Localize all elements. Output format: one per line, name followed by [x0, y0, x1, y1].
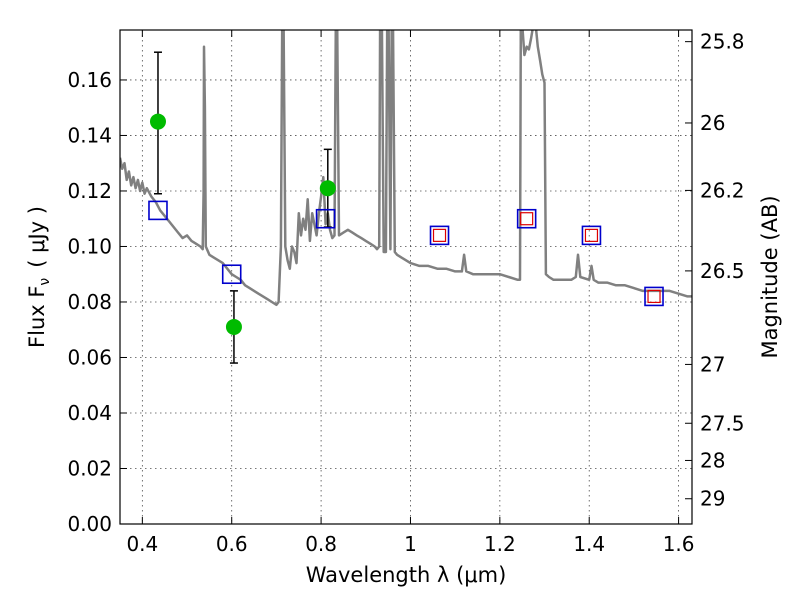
y-tick-label: 0.14 — [67, 123, 112, 147]
y-tick-label: 0.04 — [67, 401, 112, 425]
y-axis-label-sub: ν — [37, 278, 53, 286]
y-tick-label: 0.12 — [67, 179, 112, 203]
right-tick-label: 26.2 — [700, 178, 745, 202]
x-tick-label: 1.2 — [484, 532, 516, 556]
y-tick-label: 0.00 — [67, 512, 112, 536]
x-tick-label: 0.8 — [305, 532, 337, 556]
model-spectrum-line — [120, 30, 692, 307]
plot-frame — [119, 29, 693, 525]
x-tick-label: 1 — [404, 532, 417, 556]
model-flux-inner-square — [432, 228, 447, 242]
model-flux-square — [315, 208, 336, 229]
model-flux-square — [516, 208, 537, 229]
y-tick-label: 0.10 — [67, 234, 112, 258]
model-flux-square — [221, 264, 242, 285]
y-tick-label: 0.08 — [67, 290, 112, 314]
x-axis-label: Wavelength λ (μm) — [306, 563, 507, 587]
right-tick-label: 26.5 — [700, 259, 745, 283]
observed-flux-point — [225, 318, 242, 335]
right-tick-label: 27.5 — [700, 411, 745, 435]
right-tick-label: 25.8 — [700, 30, 745, 54]
observed-flux-point — [319, 180, 336, 197]
right-tick-label: 27 — [700, 352, 725, 376]
y-tick-label: 0.02 — [67, 456, 112, 480]
right-axis-label: Magnitude (AB) — [758, 195, 782, 358]
model-flux-inner-square — [520, 212, 534, 226]
grid-lines — [120, 30, 692, 524]
y-axis-label-main: Flux F — [25, 286, 49, 348]
x-tick-label: 0.6 — [216, 532, 248, 556]
y-tick-label: 0.06 — [67, 345, 112, 369]
right-tick-label: 29 — [700, 487, 725, 511]
data-points — [148, 51, 664, 364]
x-tick-label: 0.4 — [126, 532, 158, 556]
right-tick-label: 28 — [700, 448, 725, 472]
y-axis-ticks: 0.00 0.02 0.04 0.06 0.08 0.10 0.12 0.14 0.16 — [67, 68, 127, 536]
model-flux-inner-square — [584, 228, 599, 242]
x-axis-ticks: 0.4 0.6 0.8 1 1.2 1.4 1.6 — [126, 30, 695, 556]
observed-flux-point — [149, 113, 166, 130]
model-flux-square — [429, 225, 450, 246]
y-tick-label: 0.16 — [67, 68, 112, 92]
model-flux-square — [581, 225, 602, 246]
x-tick-label: 1.6 — [663, 532, 695, 556]
model-flux-square — [644, 286, 664, 307]
model-flux-square — [148, 200, 168, 221]
model-flux-inner-square — [647, 289, 661, 304]
model-spectrum — [120, 30, 692, 307]
y-axis-label-unit: ( μJy ) — [25, 206, 49, 268]
y-axis-label: Flux Fν ( μJy ) — [25, 206, 53, 348]
right-tick-label: 26 — [700, 111, 725, 135]
x-tick-label: 1.4 — [573, 532, 605, 556]
right-axis-ticks: 25.8 26 26.2 26.5 27 27.5 28 29 — [685, 30, 745, 511]
